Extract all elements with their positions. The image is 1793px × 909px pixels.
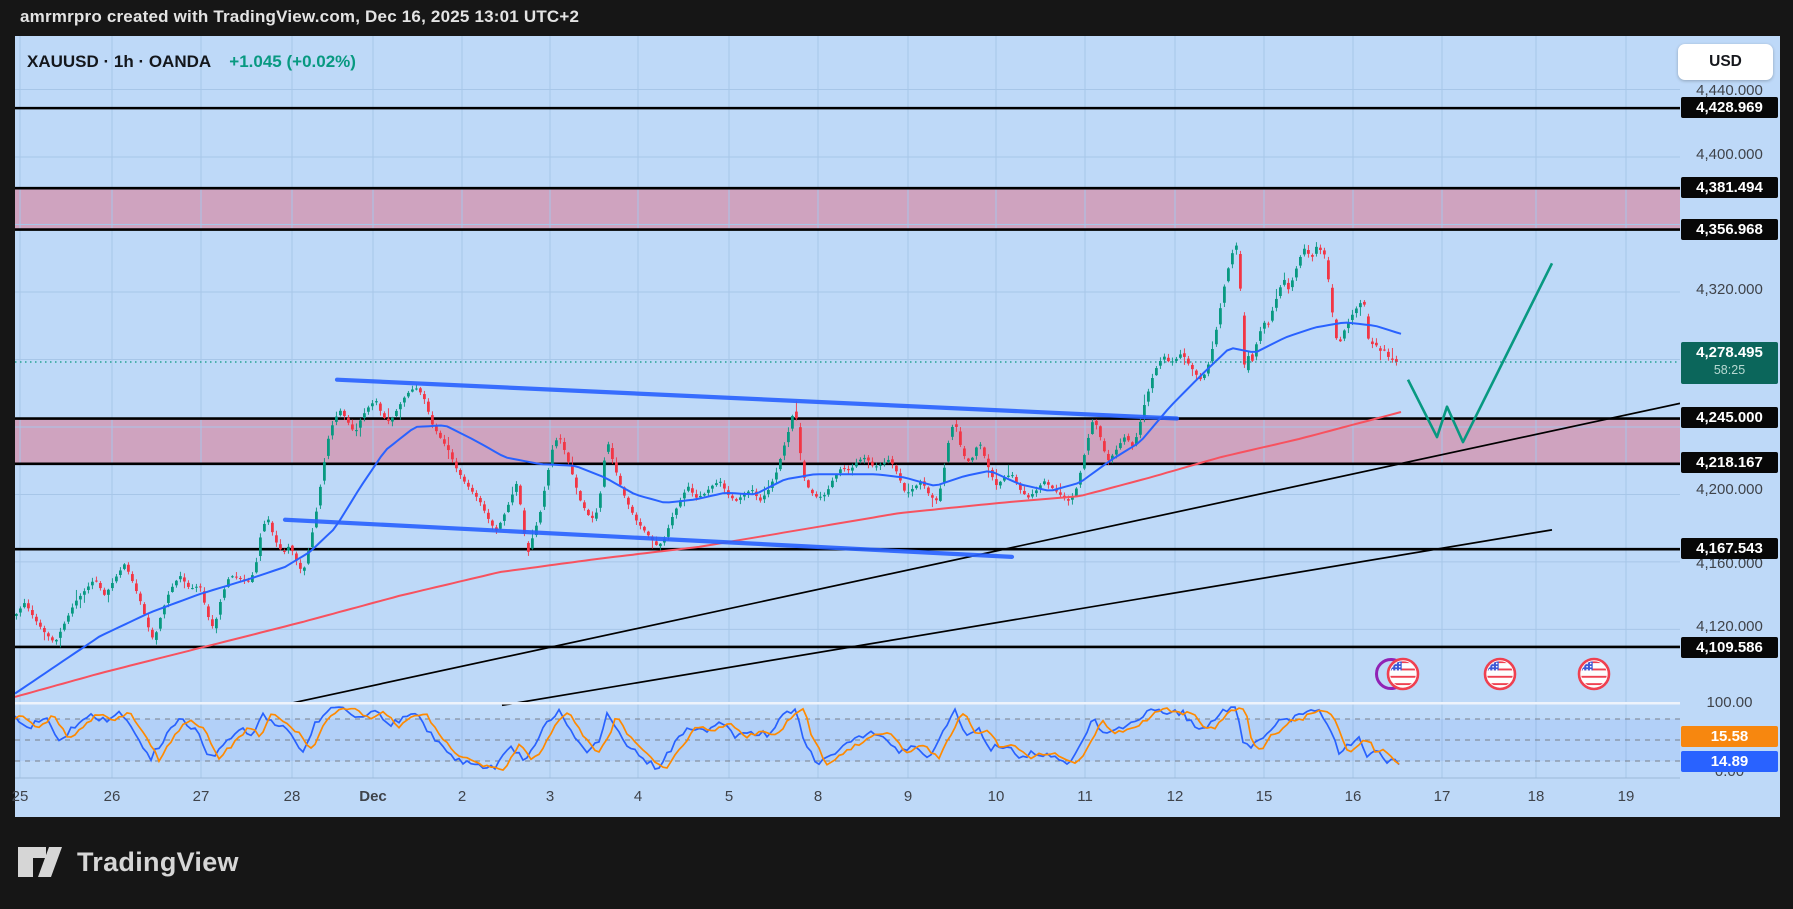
us-flag-event-icon[interactable] bbox=[1577, 657, 1611, 691]
price-axis-label: 4,245.000 bbox=[1681, 407, 1778, 428]
chart-canvas[interactable] bbox=[15, 36, 1680, 817]
price-axis-label: 4,440.000 bbox=[1696, 82, 1763, 99]
ma-fast-line bbox=[15, 321, 1402, 695]
panel-separator[interactable] bbox=[15, 702, 1680, 705]
us-flag-event-icon[interactable] bbox=[1386, 657, 1420, 691]
channel-trendline[interactable] bbox=[282, 517, 1015, 559]
date-label: 5 bbox=[724, 788, 734, 805]
supply-demand-zone[interactable] bbox=[15, 188, 1680, 230]
price-axis-label: 4,320.000 bbox=[1696, 281, 1763, 298]
date-label: 25 bbox=[11, 788, 29, 805]
projection-arrow[interactable] bbox=[1406, 262, 1554, 444]
oscillator-d-line bbox=[15, 707, 1400, 772]
us-flag-event-icon[interactable] bbox=[1483, 657, 1517, 691]
price-axis-label: 4,356.968 bbox=[1681, 219, 1778, 240]
date-label: 18 bbox=[1527, 788, 1545, 805]
tradingview-logo: TradingView bbox=[16, 845, 239, 879]
grid-lines bbox=[15, 36, 1680, 778]
currency-button[interactable]: USD bbox=[1678, 44, 1773, 80]
date-label: 16 bbox=[1344, 788, 1362, 805]
date-label: 26 bbox=[103, 788, 121, 805]
date-label: 28 bbox=[283, 788, 301, 805]
date-label: 11 bbox=[1077, 788, 1093, 805]
symbol-title: XAUUSD · 1h · OANDA bbox=[27, 52, 211, 71]
bar-countdown: 58:25 bbox=[1713, 363, 1746, 377]
date-label: 19 bbox=[1617, 788, 1635, 805]
symbol-header: XAUUSD · 1h · OANDA +1.045 (+0.02%) bbox=[27, 52, 356, 72]
date-label: 10 bbox=[987, 788, 1005, 805]
watermark-attribution: amrmrpro created with TradingView.com, D… bbox=[20, 7, 580, 26]
price-axis-label: 4,167.543 bbox=[1681, 538, 1778, 559]
current-price-label: 4,278.495 58:25 bbox=[1681, 342, 1778, 384]
current-price-value: 4,278.495 bbox=[1696, 344, 1763, 361]
price-axis-label: 4,109.586 bbox=[1681, 637, 1778, 658]
ma-slow-line bbox=[15, 411, 1402, 698]
price-axis-label: 4,160.000 bbox=[1696, 555, 1763, 572]
date-label: 2 bbox=[457, 788, 467, 805]
support-resistance-lines[interactable] bbox=[15, 106, 1680, 649]
price-axis-label: 4,428.969 bbox=[1681, 97, 1778, 118]
price-axis-label: 4,120.000 bbox=[1696, 618, 1763, 635]
date-label: Dec bbox=[359, 788, 387, 805]
price-change: +1.045 (+0.02%) bbox=[229, 52, 356, 71]
date-label: 3 bbox=[545, 788, 555, 805]
channel-trendline[interactable] bbox=[334, 377, 1180, 421]
trendline[interactable] bbox=[501, 529, 1553, 707]
price-axis-label: 15.58 bbox=[1681, 726, 1778, 747]
price-axis-label: 14.89 bbox=[1681, 751, 1778, 772]
tradingview-logo-text: TradingView bbox=[77, 846, 239, 877]
price-axis-label: 4,400.000 bbox=[1696, 146, 1763, 163]
date-label: 15 bbox=[1255, 788, 1273, 805]
price-axis-label: 100.00 bbox=[1706, 694, 1753, 711]
tradingview-logo-icon bbox=[18, 847, 62, 877]
price-axis-label: 4,218.167 bbox=[1681, 452, 1778, 473]
price-axis-label: 4,200.000 bbox=[1696, 481, 1763, 498]
date-label: 27 bbox=[192, 788, 210, 805]
date-label: 17 bbox=[1433, 788, 1451, 805]
date-label: 8 bbox=[813, 788, 823, 805]
date-label: 4 bbox=[633, 788, 643, 805]
price-axis-label: 4,381.494 bbox=[1681, 177, 1778, 198]
date-label: 9 bbox=[903, 788, 913, 805]
date-label: 12 bbox=[1166, 788, 1184, 805]
